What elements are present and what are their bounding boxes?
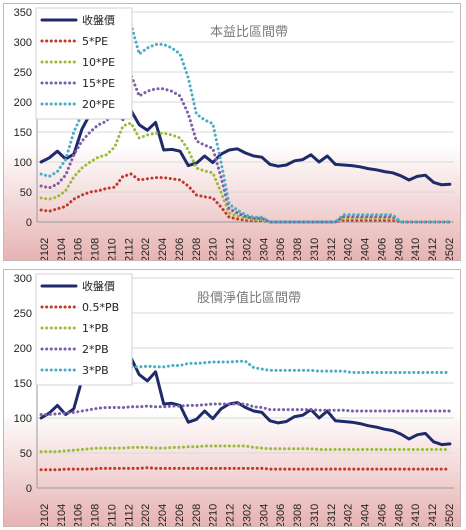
x-tick-label: 2102	[39, 238, 51, 260]
x-tick-label: 2402	[343, 238, 355, 260]
legend-label: 3*PB	[82, 364, 109, 377]
legend-label: 20*PE	[82, 98, 115, 111]
x-tick-label: 2410	[410, 504, 422, 526]
y-tick-label: 0	[26, 483, 32, 495]
legend-label: 0.5*PB	[82, 301, 119, 314]
x-tick-label: 2406	[376, 504, 388, 526]
x-tick-label: 2306	[275, 504, 287, 526]
pb-band-chart: 0 50 100 150 200 250 300 2102 2104 2106 2108 2110 21…	[4, 270, 460, 526]
x-tick-label: 2204	[157, 238, 169, 260]
x-tick-label: 2306	[275, 238, 287, 260]
chart-title: 本益比區間帶	[210, 25, 288, 40]
y-tick-label: 250	[14, 67, 32, 79]
legend-label: 5*PE	[82, 35, 108, 48]
x-tick-label: 2110	[106, 504, 118, 526]
pe-band-chart: 0 50 100 150 200 250 300 350 2102 2104 2106 2108 211…	[4, 4, 460, 260]
y-tick-label: 250	[14, 308, 32, 320]
series-line-3	[39, 73, 452, 224]
legend-label: 收盤價	[82, 279, 115, 293]
legend-label: 收盤價	[82, 13, 115, 27]
x-tick-label: 2106	[73, 238, 85, 260]
x-tick-label: 2412	[427, 238, 439, 260]
x-tick-label: 2304	[258, 504, 270, 526]
y-tick-label: 200	[14, 343, 32, 355]
x-tick-label: 2308	[292, 238, 304, 260]
x-tick-label: 2108	[90, 504, 102, 526]
x-tick-label: 2202	[140, 504, 152, 526]
x-tick-label: 2312	[326, 504, 338, 526]
y-tick-label: 100	[14, 413, 32, 425]
x-tick-label: 2208	[191, 238, 203, 260]
x-tick-label: 2202	[140, 238, 152, 260]
x-tick-label: 2308	[292, 504, 304, 526]
x-tick-label: 2412	[427, 504, 439, 526]
x-tick-label: 2310	[309, 238, 321, 260]
x-tick-label: 2112	[123, 238, 135, 260]
y-tick-label: 150	[14, 127, 32, 139]
x-tick-label: 2204	[157, 504, 169, 526]
legend-box	[35, 273, 133, 386]
x-tick-label: 2210	[208, 504, 220, 526]
series-line-2	[39, 444, 452, 454]
x-tick-label: 2312	[326, 238, 338, 260]
y-tick-label: 50	[20, 187, 32, 199]
x-tick-label: 2102	[39, 504, 51, 526]
x-tick-label: 2212	[225, 504, 237, 526]
x-tick-label: 2404	[360, 238, 372, 260]
pe-band-chart-panel: 0 50 100 150 200 250 300 350 2102 2104 2106 2108 211…	[3, 3, 461, 261]
x-tick-label: 2404	[360, 504, 372, 526]
x-tick-label: 2110	[106, 238, 118, 260]
series-line-1	[39, 172, 452, 224]
series-line-3	[39, 402, 452, 416]
x-tick-label: 2210	[208, 238, 220, 260]
y-tick-label: 300	[14, 37, 32, 49]
legend-label: 15*PE	[82, 77, 115, 90]
legend-box	[35, 7, 133, 120]
x-tick-label: 2104	[56, 504, 68, 526]
legend-label: 1*PB	[82, 322, 109, 335]
x-tick-label: 2304	[258, 238, 270, 260]
y-tick-label: 200	[14, 97, 32, 109]
x-tick-label: 2104	[56, 238, 68, 260]
x-tick-label: 2108	[90, 238, 102, 260]
x-tick-label: 2406	[376, 238, 388, 260]
y-tick-label: 0	[26, 217, 32, 229]
legend-label: 2*PB	[82, 343, 109, 356]
legend: 收盤價 0.5*PB 1*PB 2*PB 3*PB	[35, 273, 133, 386]
x-tick-label: 2502	[444, 238, 456, 260]
x-tick-label: 2206	[174, 504, 186, 526]
x-tick-label: 2106	[73, 504, 85, 526]
x-tick-label: 2302	[241, 238, 253, 260]
chart-title: 股價淨值比區間帶	[197, 290, 301, 306]
x-tick-label: 2502	[444, 504, 456, 526]
x-tick-label: 2310	[309, 504, 321, 526]
x-tick-label: 2212	[225, 238, 237, 260]
x-tick-label: 2410	[410, 238, 422, 260]
x-tick-label: 2206	[174, 238, 186, 260]
x-tick-label: 2408	[393, 504, 405, 526]
x-tick-label: 2402	[343, 504, 355, 526]
series-line-2	[39, 121, 452, 224]
x-tick-label: 2302	[241, 504, 253, 526]
x-tick-label: 2408	[393, 238, 405, 260]
y-tick-label: 50	[20, 448, 32, 460]
y-tick-label: 150	[14, 378, 32, 390]
x-tick-label: 2112	[123, 504, 135, 526]
y-tick-label: 300	[14, 273, 32, 285]
y-tick-label: 350	[14, 7, 32, 19]
pb-band-chart-panel: 0 50 100 150 200 250 300 2102 2104 2106 2108 2110 21…	[3, 269, 461, 527]
series-line-1	[39, 466, 452, 472]
y-tick-label: 100	[14, 157, 32, 169]
legend: 收盤價 5*PE 10*PE 15*PE 20*PE	[35, 7, 133, 120]
legend-label: 10*PE	[82, 56, 115, 69]
x-tick-label: 2208	[191, 504, 203, 526]
